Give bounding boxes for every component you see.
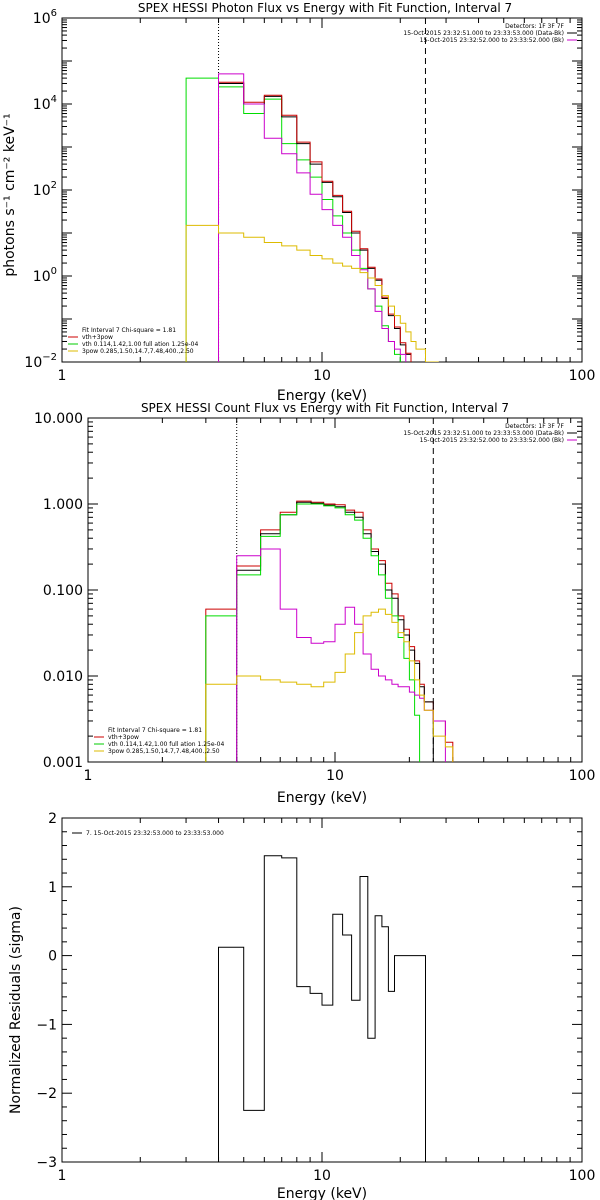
photon-legend-topright-text: Detectors: 1F 3F 7F: [505, 23, 564, 30]
count-x-axis-title: Energy (keV): [277, 790, 367, 806]
photon-y-tick-label: 106: [33, 8, 57, 27]
photon-legend-bottomleft-text: vth+3pow: [82, 334, 113, 341]
photon-y-tick-label: 102: [33, 180, 57, 199]
count-series-0: [205, 500, 454, 762]
count-legend-bottomleft-text: 3pow 0.285,1.50,14.7,7.48,400.,2.50: [108, 748, 220, 755]
residuals-x-tick-label: 100: [569, 1168, 596, 1184]
count-x-tick-label: 1: [84, 768, 93, 784]
count-legend-topright-text: Detectors: 1F 3F 7F: [505, 423, 564, 430]
photon-legend-topright-text: 15-Oct-2015 23:32:52.000 to 23:33:52.000…: [420, 37, 564, 44]
photon-flux-panel: SPEX HESSI Photon Flux vs Energy with Fi…: [2, 1, 596, 404]
photon-y-tick-label: 104: [33, 94, 57, 113]
count-y-tick-label: 1.000: [43, 497, 83, 513]
count-y-tick-label: 10.000: [34, 411, 83, 427]
count-plot-frame: [87, 417, 583, 763]
residuals-panel: Energy (keV) Normalized Residuals (sigma…: [8, 811, 595, 1200]
residuals-y-tick-label: −3: [36, 1155, 57, 1171]
residuals-x-tick-label: 1: [58, 1168, 67, 1184]
residuals-x-axis-title: Energy (keV): [277, 1186, 367, 1200]
photon-x-tick-label: 10: [313, 368, 331, 384]
residuals-y-tick-label: 0: [48, 949, 57, 965]
residuals-legend-topleft-text: 7. 15-Oct-2015 23:32:53.000 to 23:33:53.…: [86, 830, 224, 837]
photon-series-3: [218, 73, 407, 362]
residuals-y-tick-label: 1: [48, 880, 57, 896]
count-legend-topright-text: 15-Oct-2015 23:32:51.000 to 23:33:53.000…: [403, 430, 564, 437]
photon-y-tick-label: 100: [33, 266, 57, 285]
photon-panel-title: SPEX HESSI Photon Flux vs Energy with Fi…: [138, 1, 512, 15]
photon-legend-bottomleft-text: Fit Interval 7 Chi-square = 1.81: [82, 327, 176, 334]
residuals-y-tick-label: −2: [36, 1086, 57, 1102]
photon-legend-topright-text: 15-Oct-2015 23:32:51.000 to 23:33:53.000…: [403, 30, 564, 37]
count-legend-bottomleft-text: vth 0.114,1.42,1.00 full ation 1.25e-04: [108, 741, 224, 748]
photon-legend-bottomleft-text: vth 0.114,1.42,1.00 full ation 1.25e-04: [82, 341, 198, 348]
photon-x-axis-title: Energy (keV): [277, 388, 367, 404]
count-y-tick-label: 0.010: [43, 669, 83, 685]
count-x-tick-label: 100: [569, 768, 596, 784]
count-y-tick-label: 0.100: [43, 583, 83, 599]
count-flux-panel: SPEX HESSI Count Flux vs Energy with Fit…: [34, 401, 596, 806]
residuals-y-axis-title: Normalized Residuals (sigma): [8, 906, 24, 1114]
count-series-4: [205, 608, 454, 762]
count-panel-title: SPEX HESSI Count Flux vs Energy with Fit…: [141, 401, 509, 415]
count-series-2: [205, 503, 421, 762]
residuals-x-tick-label: 10: [313, 1168, 331, 1184]
photon-y-axis-title: photons s⁻¹ cm⁻² keV⁻¹: [2, 113, 18, 276]
residuals-y-tick-label: −1: [36, 1017, 57, 1033]
photon-legend-bottomleft-text: 3pow 0.285,1.50,14.7,7.48,400.,2.50: [82, 348, 194, 355]
photon-x-tick-label: 1: [58, 368, 67, 384]
photon-series-2: [218, 81, 412, 362]
count-y-tick-label: 0.001: [43, 755, 83, 771]
photon-y-tick-label: 10−2: [24, 352, 57, 371]
photon-series-0: [185, 77, 401, 362]
count-series-1: [236, 501, 434, 762]
count-legend-bottomleft-text: Fit Interval 7 Chi-square = 1.81: [108, 727, 202, 734]
photon-series-4: [185, 224, 439, 362]
residuals-plot-frame: [61, 817, 583, 1163]
residuals-y-tick-label: 2: [48, 811, 57, 827]
residuals-series-0: [218, 855, 426, 1162]
count-legend-topright-text: 15-Oct-2015 23:32:52.000 to 23:33:52.000…: [420, 437, 564, 444]
count-x-tick-label: 10: [326, 768, 344, 784]
photon-x-tick-label: 100: [569, 368, 596, 384]
count-series-3: [236, 548, 446, 762]
count-legend-bottomleft-text: vth+3pow: [108, 734, 139, 741]
